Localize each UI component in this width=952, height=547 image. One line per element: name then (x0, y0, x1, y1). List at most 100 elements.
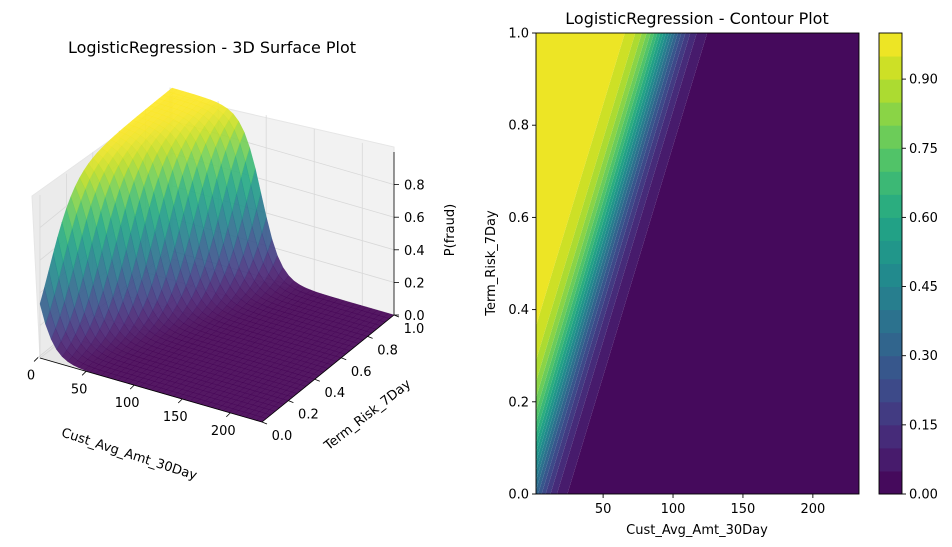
colorbar-band (879, 33, 902, 57)
contour-band (536, 33, 664, 453)
y-tick-mark (288, 400, 294, 403)
colorbar-band (879, 56, 902, 80)
x-tick-mark (81, 371, 87, 376)
contour-band (536, 33, 658, 434)
colorbar-tick-label: 0.00 (909, 488, 938, 503)
y-tick-label: 0.2 (508, 395, 529, 410)
contour-band (536, 33, 647, 398)
y-tick-label: 0.8 (508, 119, 529, 134)
surface-xlabel: Cust_Avg_Amt_30Day (59, 426, 199, 484)
contour-band (536, 33, 642, 382)
contour-band (550, 33, 697, 494)
surface-patch (39, 287, 51, 325)
contour-band (541, 33, 686, 494)
x-tick-label: 200 (800, 502, 825, 517)
colorbar-tick-label: 0.90 (909, 73, 938, 88)
colorbar-band (879, 102, 902, 126)
y-tick-label: 0.4 (324, 386, 345, 401)
y-tick-label: 0.0 (272, 429, 293, 444)
surface-zlabel: P(fraud) (443, 204, 458, 256)
contour-band (536, 33, 678, 494)
x-tick-label: 100 (115, 396, 140, 411)
contour-band (536, 33, 661, 444)
colorbar-band (879, 79, 902, 103)
x-tick-mark (226, 412, 231, 418)
x-tick-label: 50 (595, 502, 612, 517)
x-tick-mark (177, 398, 183, 404)
contour-fill (536, 33, 859, 494)
contour-band (536, 33, 667, 462)
contour-axes: 50 100 150 200 0.0 0.2 0.4 0.6 0.8 1.0 (508, 27, 825, 518)
x-axis-line (39, 357, 263, 423)
y-tick-label: 0.4 (508, 303, 529, 318)
colorbar-tick-label: 0.30 (909, 349, 938, 364)
z-tick-label: 0.0 (404, 309, 425, 324)
colorbar-tick-label: 0.45 (909, 280, 938, 295)
colorbar-band (879, 171, 902, 195)
contour-band (536, 33, 669, 471)
colorbar-band (879, 470, 902, 495)
contour-band (536, 33, 651, 412)
y-axis-line (261, 314, 395, 423)
colorbar-band (879, 378, 902, 403)
surface-mesh (39, 87, 395, 423)
colorbar-ticks: 0.00 0.15 0.30 0.45 0.60 0.75 0.90 (902, 73, 938, 503)
x-tick-label: 100 (661, 502, 686, 517)
colorbar-band (879, 217, 902, 241)
contour-band (567, 33, 859, 494)
colorbar-tick-label: 0.15 (909, 418, 938, 433)
colorbar-band (879, 447, 902, 472)
surface-title: LogisticRegression - 3D Surface Plot (68, 38, 356, 57)
z-tick-label: 0.4 (404, 244, 425, 259)
y-tick-mark (314, 378, 320, 382)
contour-band (536, 33, 625, 326)
y-tick-mark (367, 336, 373, 339)
contour-xlabel: Cust_Avg_Amt_30Day (626, 523, 768, 538)
colorbar-band (879, 194, 902, 218)
colorbar-band (879, 148, 902, 172)
contour-band (538, 33, 682, 494)
colorbar-tick-label: 0.75 (909, 142, 938, 157)
x-tick-label: 50 (71, 382, 88, 397)
colorbar-band (879, 424, 902, 449)
contour-ylabel: Term_Risk_7Day (484, 210, 499, 317)
x-tick-label: 0 (27, 368, 35, 383)
contour-band (536, 33, 636, 361)
contour-band (556, 33, 708, 494)
contour-title: LogisticRegression - Contour Plot (565, 9, 828, 28)
colorbar-band (879, 125, 902, 149)
y-tick-label: 0.2 (298, 408, 319, 423)
colorbar-band (879, 309, 902, 334)
y-tick-label: 1.0 (404, 322, 425, 337)
surface-plot: LogisticRegression - 3D Surface Plot 0 50… (27, 38, 458, 484)
contour-band (545, 33, 691, 494)
x-tick-label: 200 (211, 424, 236, 439)
contour-frame (535, 32, 860, 495)
colorbar-band (879, 332, 902, 357)
colorbar (879, 33, 902, 495)
x-tick-mark (129, 384, 135, 390)
y-tick-label: 1.0 (508, 27, 529, 42)
y-tick-label: 0.0 (508, 488, 529, 503)
colorbar-band (879, 401, 902, 426)
x-tick-label: 150 (731, 502, 756, 517)
contour-band (536, 33, 675, 491)
contour-band (536, 33, 672, 481)
y-tick-mark (261, 421, 268, 425)
colorbar-band (879, 240, 902, 264)
z-tick-label: 0.2 (404, 276, 425, 291)
y-tick-mark (341, 357, 347, 361)
y-tick-label: 0.6 (508, 211, 529, 226)
contour-plot: LogisticRegression - Contour Plot 50 100 1… (484, 9, 938, 538)
colorbar-band (879, 286, 902, 311)
z-tick-label: 0.8 (404, 179, 425, 194)
y-tick-label: 0.6 (351, 365, 372, 380)
x-tick-label: 150 (163, 410, 188, 425)
colorbar-frame (878, 32, 903, 495)
colorbar-band (879, 355, 902, 380)
colorbar-tick-label: 0.60 (909, 211, 938, 226)
z-tick-label: 0.6 (404, 211, 425, 226)
colorbar-band (879, 263, 902, 288)
y-tick-label: 0.8 (377, 343, 398, 358)
